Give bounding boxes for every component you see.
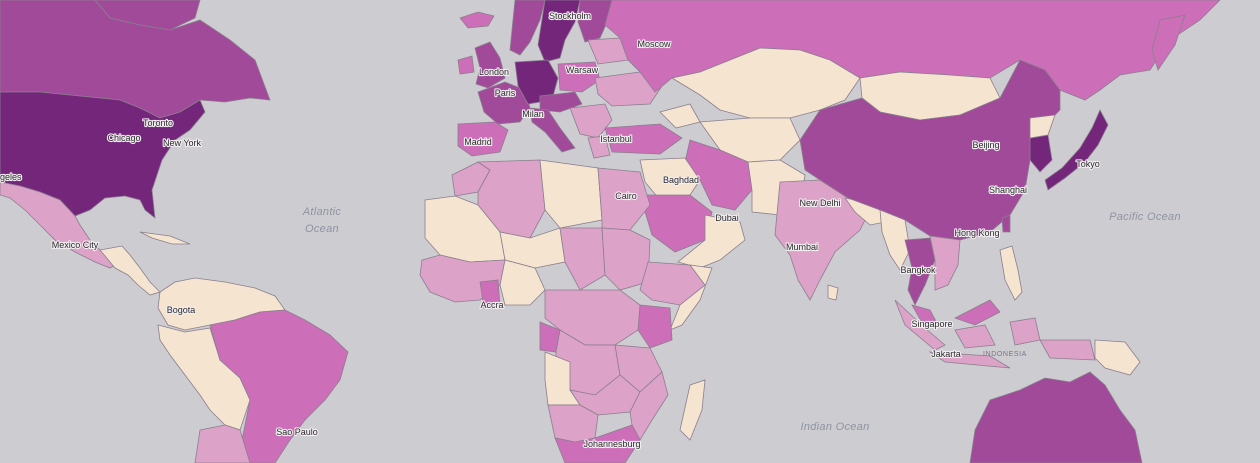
- country-italy[interactable]: [529, 107, 576, 153]
- country-madagascar[interactable]: [679, 379, 706, 441]
- country-spain[interactable]: [457, 121, 509, 157]
- ocean-label-pacific: Pacific Ocean: [1109, 211, 1181, 223]
- country-south-africa[interactable]: [554, 424, 641, 463]
- city-label-mumbai[interactable]: Mumbai: [785, 241, 819, 253]
- city-label-toronto[interactable]: Toronto: [142, 117, 174, 129]
- city-label-cairo[interactable]: Cairo: [614, 190, 638, 202]
- country-finland[interactable]: [577, 0, 613, 43]
- ocean-label-atlantic-2: Ocean: [305, 223, 339, 235]
- country-sri-lanka[interactable]: [827, 284, 839, 301]
- city-label-jakarta[interactable]: Jakarta: [930, 348, 962, 360]
- city-label-tokyo[interactable]: Tokyo: [1075, 158, 1101, 170]
- country-indonesia[interactable]: [894, 299, 1096, 369]
- city-label-los-angeles[interactable]: geles: [0, 171, 23, 183]
- region-label-indonesia: INDONESIA: [983, 351, 1027, 358]
- city-label-accra[interactable]: Accra: [479, 299, 504, 311]
- country-taiwan[interactable]: [1001, 214, 1011, 233]
- country-libya[interactable]: [539, 159, 603, 229]
- country-brazil[interactable]: [209, 309, 349, 463]
- country-vietnam-laos[interactable]: [929, 235, 961, 291]
- country-argentina[interactable]: [194, 424, 251, 463]
- country-kamchatka[interactable]: [1151, 14, 1186, 71]
- country-ireland[interactable]: [457, 55, 475, 75]
- city-label-stockholm[interactable]: Stockholm: [548, 10, 592, 22]
- city-label-shanghai[interactable]: Shanghai: [988, 184, 1028, 196]
- country-somalia[interactable]: [669, 264, 713, 331]
- country-papua-new-guinea[interactable]: [1094, 339, 1141, 376]
- country-myanmar[interactable]: [879, 209, 911, 271]
- city-label-sao-paulo[interactable]: Sao Paulo: [275, 426, 319, 438]
- city-label-chicago[interactable]: Chicago: [106, 132, 141, 144]
- country-poland[interactable]: [557, 61, 601, 93]
- country-australia[interactable]: [969, 371, 1143, 463]
- city-label-mexico-city[interactable]: Mexico City: [51, 239, 100, 251]
- country-uk[interactable]: [474, 41, 506, 89]
- city-label-hong-kong[interactable]: Hong Kong: [953, 227, 1000, 239]
- city-label-new-delhi[interactable]: New Delhi: [798, 197, 841, 209]
- city-label-istanbul[interactable]: Istanbul: [599, 133, 633, 145]
- ocean-label-atlantic-1: Atlantic: [302, 206, 342, 218]
- country-philippines[interactable]: [999, 245, 1023, 301]
- country-iceland[interactable]: [459, 11, 495, 29]
- country-greece[interactable]: [587, 135, 611, 159]
- country-uae-oman[interactable]: [677, 214, 746, 269]
- country-sweden[interactable]: [537, 0, 581, 63]
- ocean-label-indian: Indian Ocean: [800, 421, 869, 433]
- city-label-paris[interactable]: Paris: [494, 87, 517, 99]
- country-central-africa[interactable]: [544, 289, 641, 346]
- country-japan[interactable]: [1044, 109, 1109, 191]
- country-kazakhstan[interactable]: [670, 47, 861, 119]
- city-label-dubai[interactable]: Dubai: [714, 212, 740, 224]
- city-label-bangkok[interactable]: Bangkok: [899, 264, 937, 276]
- country-malaysia[interactable]: [911, 299, 1001, 329]
- country-cuba[interactable]: [139, 231, 191, 245]
- country-north-korea[interactable]: [1029, 114, 1056, 139]
- country-chad[interactable]: [559, 227, 606, 291]
- country-ghana[interactable]: [479, 279, 501, 309]
- city-label-london[interactable]: London: [478, 66, 510, 78]
- city-label-new-york[interactable]: New York: [162, 137, 203, 149]
- country-france[interactable]: [477, 81, 531, 125]
- city-label-warsaw[interactable]: Warsaw: [565, 64, 600, 76]
- city-label-moscow[interactable]: Moscow: [636, 38, 672, 50]
- city-label-milan[interactable]: Milan: [521, 108, 545, 120]
- city-label-baghdad[interactable]: Baghdad: [662, 174, 700, 186]
- country-turkey[interactable]: [604, 123, 683, 155]
- city-label-bogota[interactable]: Bogota: [166, 304, 197, 316]
- city-label-johannesburg[interactable]: Johannesburg: [582, 438, 641, 450]
- country-mozambique[interactable]: [629, 371, 669, 441]
- city-label-singapore[interactable]: Singapore: [910, 318, 953, 330]
- city-label-beijing[interactable]: Beijing: [971, 139, 1000, 151]
- city-label-madrid[interactable]: Madrid: [463, 136, 493, 148]
- country-nigeria[interactable]: [499, 259, 546, 306]
